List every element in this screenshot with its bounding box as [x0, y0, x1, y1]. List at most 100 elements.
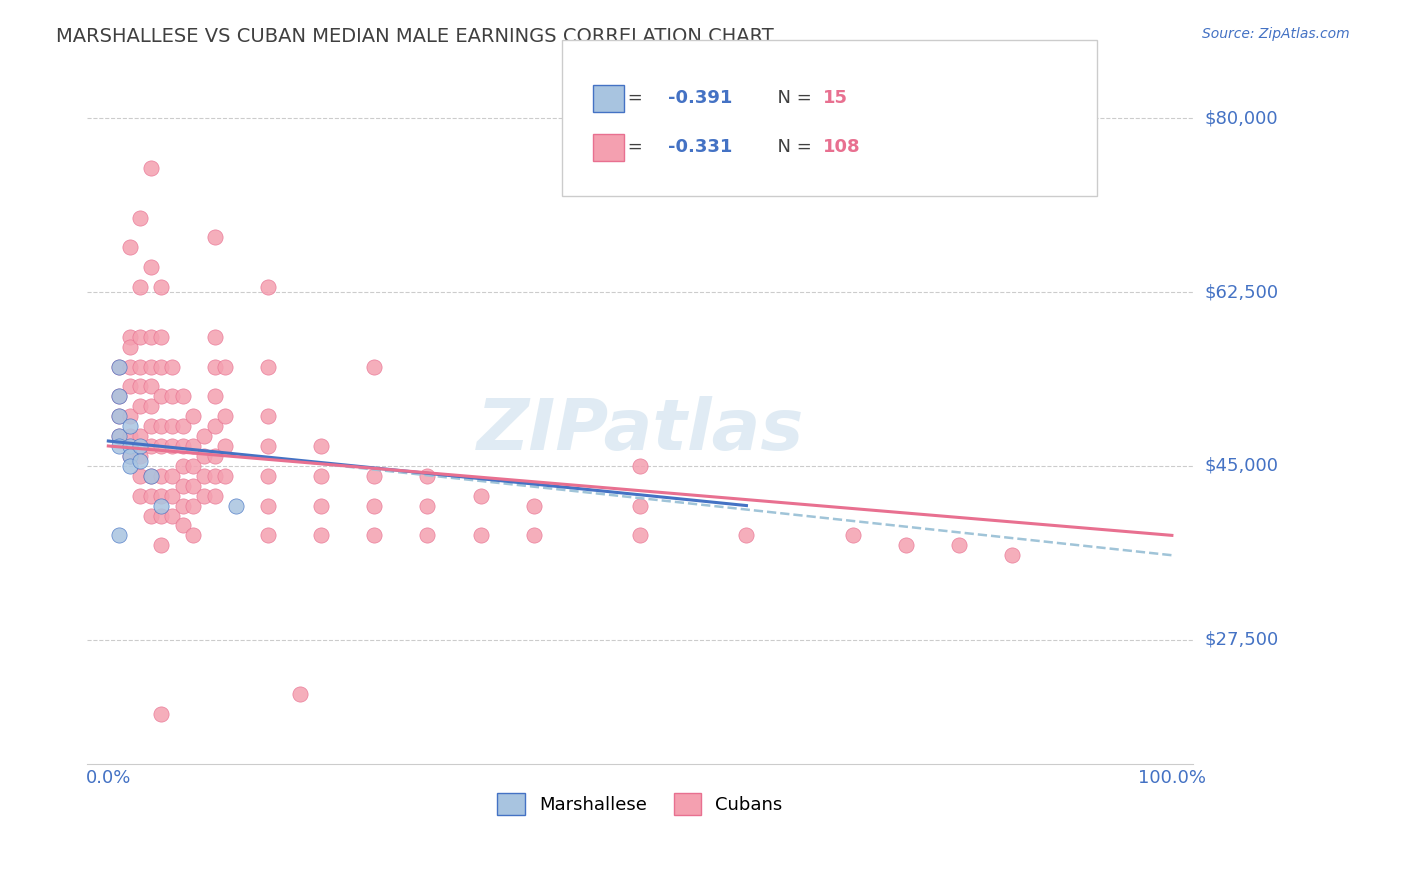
Point: [214, 439, 236, 453]
Point: [139, 439, 162, 453]
Point: [139, 359, 162, 374]
Text: N =: N =: [766, 89, 818, 107]
Point: [108, 389, 131, 403]
Point: [183, 458, 205, 473]
Text: R =: R =: [598, 89, 648, 107]
Point: [129, 211, 152, 225]
Point: [309, 439, 332, 453]
Point: [139, 489, 162, 503]
Point: [108, 528, 131, 542]
Point: [118, 379, 141, 393]
Point: [256, 528, 278, 542]
Point: [172, 389, 194, 403]
Point: [309, 528, 332, 542]
Point: [139, 379, 162, 393]
Point: [150, 329, 173, 343]
Point: [108, 409, 131, 424]
Point: [470, 489, 492, 503]
Point: [139, 161, 162, 175]
Point: [309, 468, 332, 483]
Point: [160, 389, 183, 403]
Point: [139, 329, 162, 343]
Point: [628, 499, 651, 513]
Point: [204, 449, 226, 463]
Point: [129, 399, 152, 413]
Text: -0.391: -0.391: [668, 89, 733, 107]
Point: [470, 528, 492, 542]
Text: ZIPatlas: ZIPatlas: [477, 395, 804, 465]
Point: [842, 528, 865, 542]
Text: R =: R =: [598, 138, 648, 156]
Point: [363, 528, 385, 542]
Point: [129, 439, 152, 453]
Point: [183, 409, 205, 424]
Point: [256, 468, 278, 483]
Text: $45,000: $45,000: [1205, 457, 1278, 475]
Point: [628, 528, 651, 542]
Point: [160, 359, 183, 374]
Text: $80,000: $80,000: [1205, 109, 1278, 128]
Point: [129, 449, 152, 463]
Point: [139, 260, 162, 275]
Point: [108, 439, 131, 453]
Point: [150, 538, 173, 552]
Point: [204, 230, 226, 244]
Point: [894, 538, 917, 552]
Text: Source: ZipAtlas.com: Source: ZipAtlas.com: [1202, 27, 1350, 41]
Point: [172, 419, 194, 434]
Point: [108, 409, 131, 424]
Point: [108, 429, 131, 443]
Point: [172, 458, 194, 473]
Point: [193, 468, 215, 483]
Text: 15: 15: [823, 89, 848, 107]
Text: N =: N =: [766, 138, 818, 156]
Point: [160, 489, 183, 503]
Point: [118, 419, 141, 434]
Point: [204, 329, 226, 343]
Point: [256, 280, 278, 294]
Point: [108, 429, 131, 443]
Point: [363, 499, 385, 513]
Text: MARSHALLESE VS CUBAN MEDIAN MALE EARNINGS CORRELATION CHART: MARSHALLESE VS CUBAN MEDIAN MALE EARNING…: [56, 27, 773, 45]
Point: [150, 489, 173, 503]
Point: [204, 419, 226, 434]
Point: [214, 468, 236, 483]
Point: [628, 458, 651, 473]
Point: [129, 489, 152, 503]
Point: [256, 409, 278, 424]
Point: [225, 499, 247, 513]
Text: $27,500: $27,500: [1205, 631, 1278, 648]
Point: [150, 499, 173, 513]
Point: [118, 429, 141, 443]
Point: [183, 528, 205, 542]
Point: [172, 499, 194, 513]
Point: [309, 499, 332, 513]
Point: [150, 280, 173, 294]
Point: [129, 379, 152, 393]
Legend: Marshallese, Cubans: Marshallese, Cubans: [488, 784, 792, 824]
Point: [129, 454, 152, 468]
Point: [129, 429, 152, 443]
Point: [172, 479, 194, 493]
Point: [108, 389, 131, 403]
Point: [160, 508, 183, 523]
Point: [204, 389, 226, 403]
Point: [204, 489, 226, 503]
Point: [150, 707, 173, 722]
Point: [256, 439, 278, 453]
Point: [193, 449, 215, 463]
Point: [172, 518, 194, 533]
Point: [108, 359, 131, 374]
Point: [118, 449, 141, 463]
Point: [948, 538, 970, 552]
Point: [129, 329, 152, 343]
Point: [416, 499, 439, 513]
Point: [160, 468, 183, 483]
Point: [118, 458, 141, 473]
Point: [160, 419, 183, 434]
Text: 108: 108: [823, 138, 860, 156]
Point: [139, 468, 162, 483]
Point: [204, 359, 226, 374]
Point: [172, 439, 194, 453]
Point: [129, 468, 152, 483]
